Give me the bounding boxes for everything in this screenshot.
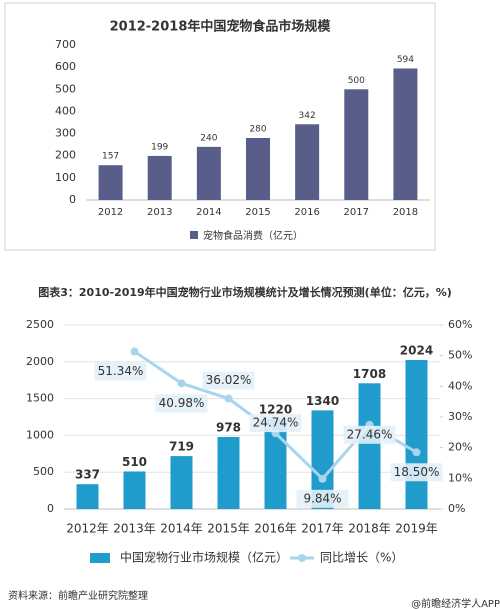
label-box (343, 425, 396, 444)
chart-title: 图表3：2010-2019年中国宠物行业市场规模统计及增长情况预测(单位：亿元，… (38, 285, 452, 299)
label-box (390, 463, 443, 482)
value-label: 342 (299, 111, 316, 121)
bar (264, 419, 287, 509)
bar (196, 146, 221, 200)
value-label: 240 (200, 133, 217, 143)
label-box (94, 362, 147, 381)
line-point (412, 448, 421, 457)
source-note: 资料来源：前瞻产业研究院整理 (8, 589, 148, 602)
x-tick-label: 2014年 (160, 522, 203, 536)
x-tick-label: 2018 (393, 207, 418, 218)
x-tick-label: 2012 (98, 207, 123, 218)
y2-tick-label: 30% (448, 410, 472, 423)
y2-tick-label: 50% (448, 349, 472, 362)
legend-label: 同比增长（%） (320, 551, 403, 565)
bar (246, 138, 270, 200)
y-tick-label: 2500 (26, 318, 54, 331)
line-point (177, 379, 186, 388)
bar (344, 89, 369, 200)
value-label: 280 (249, 125, 266, 135)
y-tick-label: 400 (55, 104, 76, 117)
legend-swatch (90, 553, 110, 563)
line-point (224, 394, 233, 403)
x-tick-label: 2015年 (207, 522, 250, 536)
line-point (318, 474, 327, 483)
y-tick-label: 1000 (26, 428, 54, 441)
y-tick-label: 2000 (26, 355, 54, 368)
value-label: 1708 (353, 367, 386, 381)
y-tick-label: 200 (55, 149, 76, 162)
x-tick-label: 2013年 (113, 522, 156, 536)
y-tick-label: 500 (55, 82, 76, 95)
y-tick-label: 300 (55, 127, 76, 140)
value-label: 199 (151, 142, 168, 152)
y2-tick-label: 40% (448, 379, 472, 392)
y-tick-label: 500 (33, 465, 54, 478)
value-label: 719 (169, 440, 194, 454)
value-label: 510 (122, 455, 147, 469)
bar (358, 383, 381, 509)
value-label: 40.98% (159, 396, 205, 410)
value-label: 36.02% (206, 373, 252, 387)
x-tick-label: 2016年 (254, 522, 297, 536)
value-label: 24.74% (253, 416, 299, 430)
y2-tick-label: 0% (448, 502, 465, 515)
y-tick-label: 0 (47, 502, 54, 515)
value-label: 500 (348, 76, 365, 86)
legend-label: 宠物食品消费（亿元） (203, 229, 303, 242)
y2-tick-label: 10% (448, 471, 472, 484)
y-tick-label: 0 (69, 193, 76, 206)
value-label: 2024 (400, 344, 433, 358)
chart-title: 2012-2018年中国宠物食品市场规模 (110, 19, 332, 35)
x-tick-label: 2014 (196, 207, 221, 218)
x-tick-label: 2012年 (66, 522, 109, 536)
value-label: 9.84% (303, 491, 341, 505)
bar (217, 437, 240, 509)
bar (147, 155, 172, 200)
x-tick-label: 2017年 (301, 522, 344, 536)
bar (123, 471, 146, 509)
y-tick-label: 1500 (26, 392, 54, 405)
y-tick-label: 600 (55, 60, 76, 73)
legend-swatch (298, 554, 306, 562)
legend-swatch (190, 231, 198, 239)
bar (170, 456, 193, 509)
value-label: 337 (75, 468, 100, 482)
bar (393, 68, 418, 200)
credit: @前瞻经济学人APP (411, 597, 500, 609)
bar (295, 124, 320, 200)
bar (98, 165, 123, 200)
x-tick-label: 2015 (245, 207, 270, 218)
y2-tick-label: 60% (448, 318, 472, 331)
legend-label: 中国宠物行业市场规模（亿元） (120, 550, 288, 565)
value-label: 157 (102, 152, 119, 162)
line-point (130, 347, 139, 356)
label-box (296, 489, 349, 508)
label-box (155, 394, 208, 413)
x-tick-label: 2016 (294, 207, 319, 218)
x-tick-label: 2013 (147, 207, 172, 218)
value-label: 27.46% (347, 427, 393, 441)
y2-tick-label: 20% (448, 441, 472, 454)
label-box (249, 414, 302, 433)
y-tick-label: 700 (55, 38, 76, 51)
value-label: 1340 (306, 394, 339, 408)
y-tick-label: 100 (55, 171, 76, 184)
bar (311, 410, 334, 509)
value-label: 51.34% (98, 364, 144, 378)
bar (405, 360, 428, 509)
x-tick-label: 2019年 (395, 522, 438, 536)
x-tick-label: 2018年 (348, 522, 391, 536)
label-box (202, 371, 255, 390)
value-label: 1220 (259, 403, 292, 417)
x-tick-label: 2017 (344, 207, 369, 218)
bar (76, 484, 99, 509)
value-label: 18.50% (394, 465, 440, 479)
value-label: 978 (216, 421, 241, 435)
value-label: 594 (397, 55, 414, 65)
